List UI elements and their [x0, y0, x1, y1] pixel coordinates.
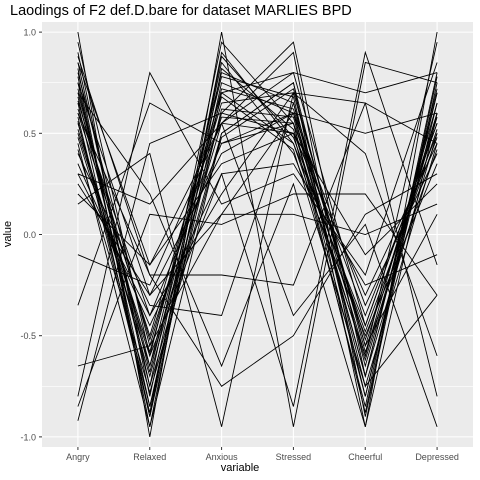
series-line [77, 122, 438, 427]
x-tick-label: Anxious [206, 452, 239, 462]
series-line [77, 55, 438, 413]
series-line [77, 203, 438, 367]
y-tick-label: 0.5 [23, 129, 36, 139]
y-tick-label: 1.0 [23, 28, 36, 38]
series-line [77, 88, 438, 395]
x-axis-label: variable [220, 462, 260, 474]
y-tick-label: 0.0 [23, 230, 36, 240]
series-line [77, 88, 438, 373]
series-line [77, 56, 438, 286]
y-tick-label: -1.0 [20, 432, 36, 442]
series-line [77, 42, 438, 407]
y-tick-label: -0.5 [20, 331, 36, 341]
x-tick-label: Angry [66, 452, 90, 462]
series-line [77, 112, 438, 387]
series-line [77, 91, 438, 427]
series-line [77, 96, 438, 388]
series-line [77, 62, 438, 397]
series-line [77, 76, 438, 397]
series-line [77, 32, 438, 437]
series-line [77, 132, 438, 297]
x-tick-label: Stressed [276, 452, 312, 462]
series-line [77, 62, 438, 267]
series-line [77, 82, 438, 297]
series-line [77, 81, 438, 427]
series-line [77, 92, 438, 397]
series-line [77, 32, 438, 427]
y-axis-label: value [2, 220, 14, 248]
chart-title: Laodings of F2 def.D.bare for dataset MA… [10, 3, 352, 19]
x-tick-label: Cheerful [348, 452, 382, 462]
series-line [77, 76, 438, 413]
x-tick-label: Depressed [415, 452, 459, 462]
x-tick-label: Relaxed [133, 452, 166, 462]
